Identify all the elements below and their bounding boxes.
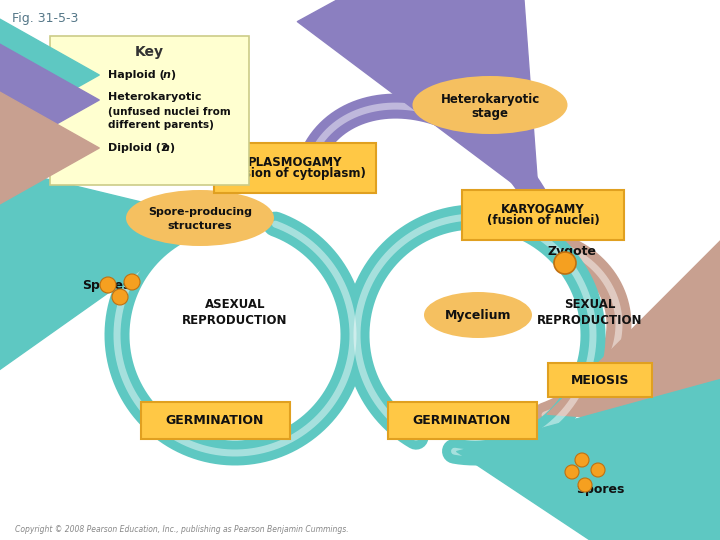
Text: REPRODUCTION: REPRODUCTION xyxy=(537,314,643,327)
Text: Haploid (: Haploid ( xyxy=(108,70,165,80)
Circle shape xyxy=(575,453,589,467)
FancyBboxPatch shape xyxy=(387,402,536,438)
Text: Heterokaryotic: Heterokaryotic xyxy=(441,92,539,105)
Text: (unfused nuclei from: (unfused nuclei from xyxy=(108,107,230,117)
Circle shape xyxy=(124,274,140,290)
Text: KARYOGAMY: KARYOGAMY xyxy=(501,203,585,216)
Text: Fig. 31-5-3: Fig. 31-5-3 xyxy=(12,12,78,25)
Text: ASEXUAL: ASEXUAL xyxy=(204,299,265,312)
Text: (fusion of nuclei): (fusion of nuclei) xyxy=(487,214,599,227)
Text: GERMINATION: GERMINATION xyxy=(166,414,264,427)
Text: stage: stage xyxy=(472,106,508,119)
Circle shape xyxy=(100,277,116,293)
Text: Spores: Spores xyxy=(576,483,624,496)
Text: Zygote: Zygote xyxy=(547,246,596,259)
FancyBboxPatch shape xyxy=(462,190,624,240)
Ellipse shape xyxy=(126,190,274,246)
Text: REPRODUCTION: REPRODUCTION xyxy=(182,314,288,327)
Text: MEIOSIS: MEIOSIS xyxy=(571,374,629,387)
Text: Heterokaryotic: Heterokaryotic xyxy=(108,92,202,102)
FancyBboxPatch shape xyxy=(214,143,376,193)
Text: Copyright © 2008 Pearson Education, Inc., publishing as Pearson Benjamin Cumming: Copyright © 2008 Pearson Education, Inc.… xyxy=(15,525,348,535)
Text: structures: structures xyxy=(168,221,233,231)
Text: ): ) xyxy=(169,143,174,153)
Ellipse shape xyxy=(413,76,567,134)
Text: PLASMOGAMY: PLASMOGAMY xyxy=(248,156,342,169)
FancyBboxPatch shape xyxy=(50,36,249,185)
Text: Diploid (2: Diploid (2 xyxy=(108,143,168,153)
Circle shape xyxy=(554,252,576,274)
Text: Mycelium: Mycelium xyxy=(445,308,511,321)
Text: different parents): different parents) xyxy=(108,120,214,130)
FancyBboxPatch shape xyxy=(140,402,289,438)
Text: (fusion of cytoplasm): (fusion of cytoplasm) xyxy=(225,167,366,180)
Text: GERMINATION: GERMINATION xyxy=(413,414,511,427)
FancyBboxPatch shape xyxy=(548,363,652,397)
Text: ): ) xyxy=(170,70,175,80)
Text: Key: Key xyxy=(135,45,163,59)
Text: Spores: Spores xyxy=(82,279,130,292)
Ellipse shape xyxy=(424,292,532,338)
Circle shape xyxy=(112,289,128,305)
Text: SEXUAL: SEXUAL xyxy=(564,299,616,312)
Circle shape xyxy=(565,465,579,479)
Text: n: n xyxy=(163,70,171,80)
Circle shape xyxy=(591,463,605,477)
Text: Spore-producing: Spore-producing xyxy=(148,207,252,217)
Text: n: n xyxy=(162,143,170,153)
Circle shape xyxy=(578,478,592,492)
